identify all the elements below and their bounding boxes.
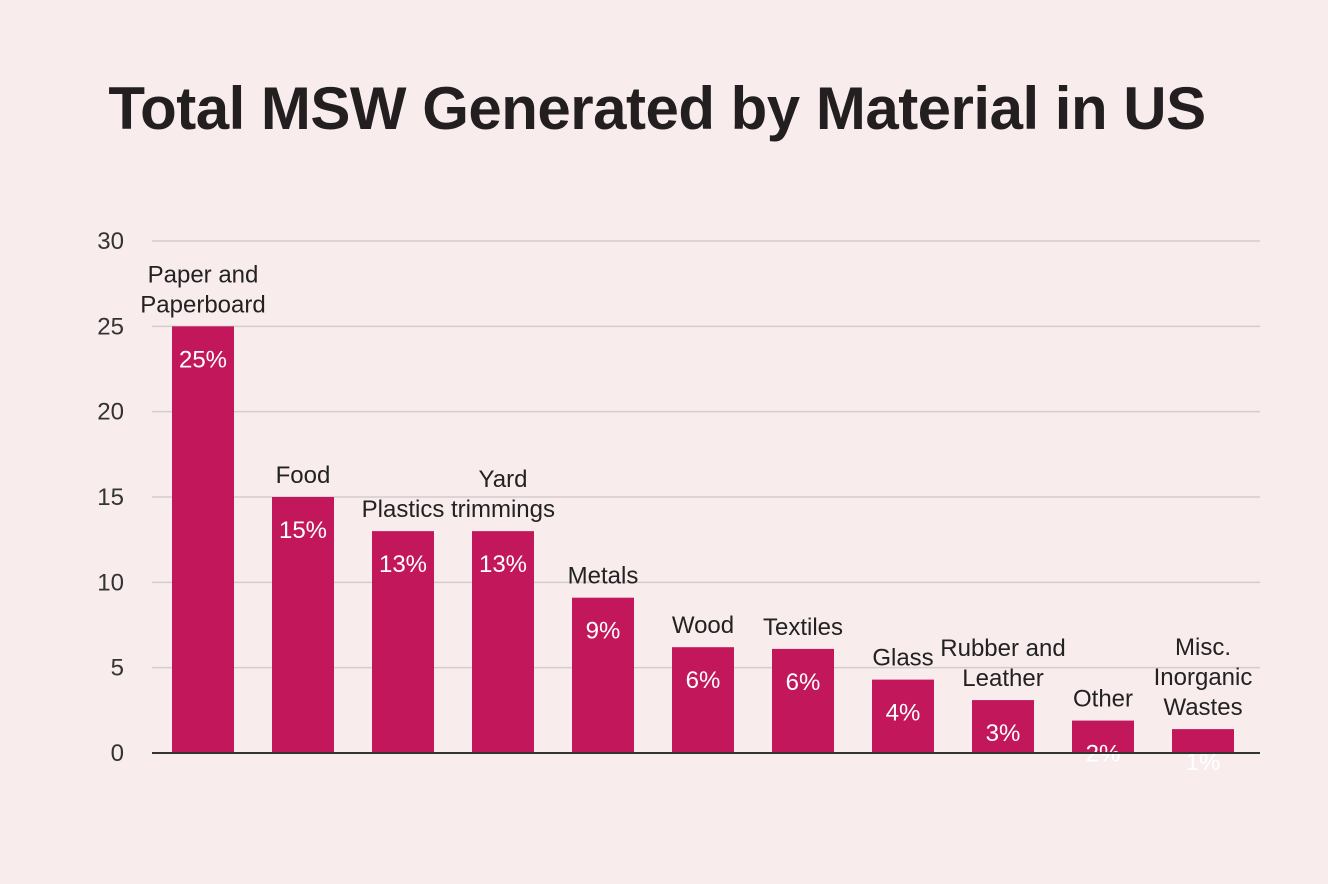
category-label: Inorganic	[1154, 664, 1253, 691]
category-label: Yard	[479, 466, 528, 493]
category-label: Food	[276, 462, 331, 489]
category-label: Glass	[872, 645, 933, 672]
data-label: 25%	[179, 346, 227, 373]
category-label: Metals	[568, 563, 639, 590]
bar	[572, 597, 634, 753]
bar	[1172, 729, 1234, 753]
data-label: 2%	[1086, 741, 1121, 768]
bar	[1072, 720, 1134, 753]
data-label: 9%	[586, 618, 621, 645]
bar	[672, 647, 734, 753]
y-tick-label: 0	[111, 740, 124, 767]
data-label: 13%	[379, 551, 427, 578]
y-tick-label: 10	[97, 569, 124, 596]
bar	[972, 700, 1034, 753]
category-label: Leather	[962, 665, 1043, 692]
y-tick-label: 30	[97, 228, 124, 255]
data-label: 3%	[986, 720, 1021, 747]
category-label: Paperboard	[140, 291, 265, 318]
category-label: Textiles	[763, 614, 843, 641]
data-label: 6%	[786, 669, 821, 696]
y-tick-label: 5	[111, 655, 124, 682]
data-label: 6%	[686, 667, 721, 694]
y-tick-label: 25	[97, 313, 124, 340]
bar	[372, 531, 434, 753]
bar	[472, 531, 534, 753]
category-label: Misc.	[1175, 634, 1231, 661]
chart-title: Total MSW Generated by Material in US	[108, 75, 1206, 142]
y-tick-label: 15	[97, 484, 124, 511]
category-label: Wood	[672, 612, 734, 639]
category-label: Wastes	[1163, 694, 1242, 721]
data-label: 15%	[279, 517, 327, 544]
y-tick-label: 20	[97, 399, 124, 426]
bar	[272, 497, 334, 753]
data-label: 13%	[479, 551, 527, 578]
bar	[772, 648, 834, 753]
category-label: Plastics	[362, 496, 445, 523]
data-label: 4%	[886, 700, 921, 727]
category-label: Paper and	[148, 261, 259, 288]
bar	[172, 326, 234, 753]
bar	[872, 679, 934, 753]
category-label: Rubber and	[940, 635, 1065, 662]
category-label: trimmings	[451, 496, 555, 523]
category-label: Other	[1073, 686, 1133, 713]
